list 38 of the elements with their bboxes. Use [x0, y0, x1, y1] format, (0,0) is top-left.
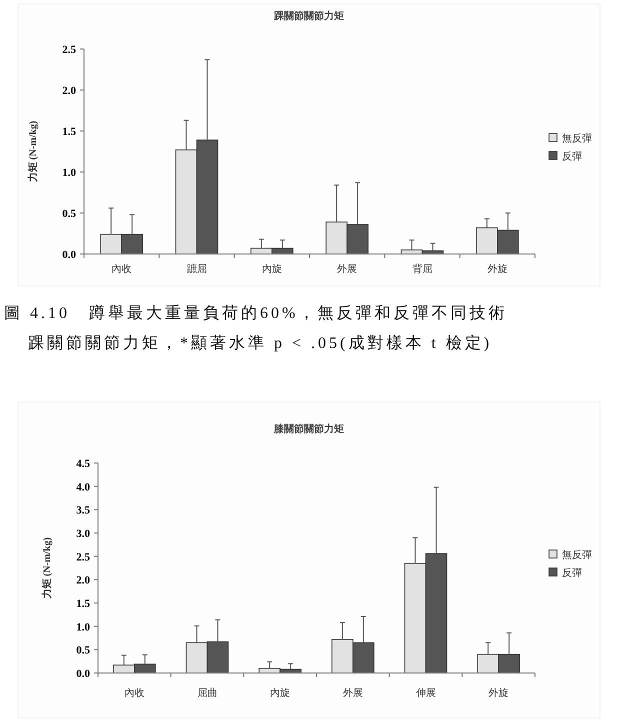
y-tick-label: 1.0 — [62, 167, 76, 179]
x-tick-label: 外旋 — [487, 263, 508, 275]
chart-title: 膝關節關節力矩 — [273, 423, 344, 435]
y-axis-title: 力矩 (N-m/kg) — [41, 537, 53, 599]
y-tick-label: 3.0 — [76, 528, 90, 540]
x-tick-label: 內旋 — [270, 687, 290, 699]
x-tick-label: 外展 — [342, 688, 363, 699]
y-tick-label: 0.0 — [76, 668, 90, 680]
x-tick-label: 外展 — [337, 264, 358, 275]
y-tick-label: 4.0 — [76, 481, 90, 494]
x-tick-label: 內旋 — [262, 263, 282, 275]
caption: 圖 4.10 蹲舉最大重量負荷的60%，無反彈和反彈不同技術 — [4, 304, 508, 322]
y-axis-title: 力矩 (N-m/kg) — [27, 120, 39, 182]
x-tick-label: 伸展 — [416, 688, 436, 699]
legend-label: 反彈 — [562, 567, 582, 579]
x-tick-label: 內收 — [124, 687, 144, 699]
y-tick-label: 1.5 — [76, 598, 90, 610]
y-tick-label: 1.0 — [76, 621, 90, 634]
x-tick-label: 外旋 — [488, 687, 509, 699]
text: 踝關節關節力矩，*顯著水準 p < .05(成對樣本 t 檢定) — [28, 334, 492, 352]
x-tick-label: 背屈 — [412, 263, 432, 275]
legend-label: 無反彈 — [562, 549, 592, 561]
x-tick-label: 蹠屈 — [186, 263, 207, 275]
y-tick-label: 2.5 — [76, 551, 90, 564]
x-tick-label: 內收 — [112, 263, 132, 275]
y-tick-label: 2.5 — [62, 44, 76, 56]
y-tick-label: 0.5 — [62, 208, 76, 220]
x-tick-label: 屈曲 — [197, 687, 218, 699]
y-tick-label: 0.5 — [76, 644, 90, 657]
y-tick-label: 2.0 — [62, 85, 76, 97]
y-tick-label: 4.5 — [76, 458, 90, 470]
y-tick-label: 3.5 — [76, 504, 90, 517]
y-tick-label: 1.5 — [62, 126, 76, 138]
y-tick-label: 0.0 — [62, 249, 76, 261]
chart-title: 踝關節關節力矩 — [273, 10, 344, 22]
y-tick-label: 2.0 — [76, 574, 90, 587]
legend-label: 無反彈 — [562, 132, 592, 144]
legend-label: 反彈 — [562, 150, 582, 162]
